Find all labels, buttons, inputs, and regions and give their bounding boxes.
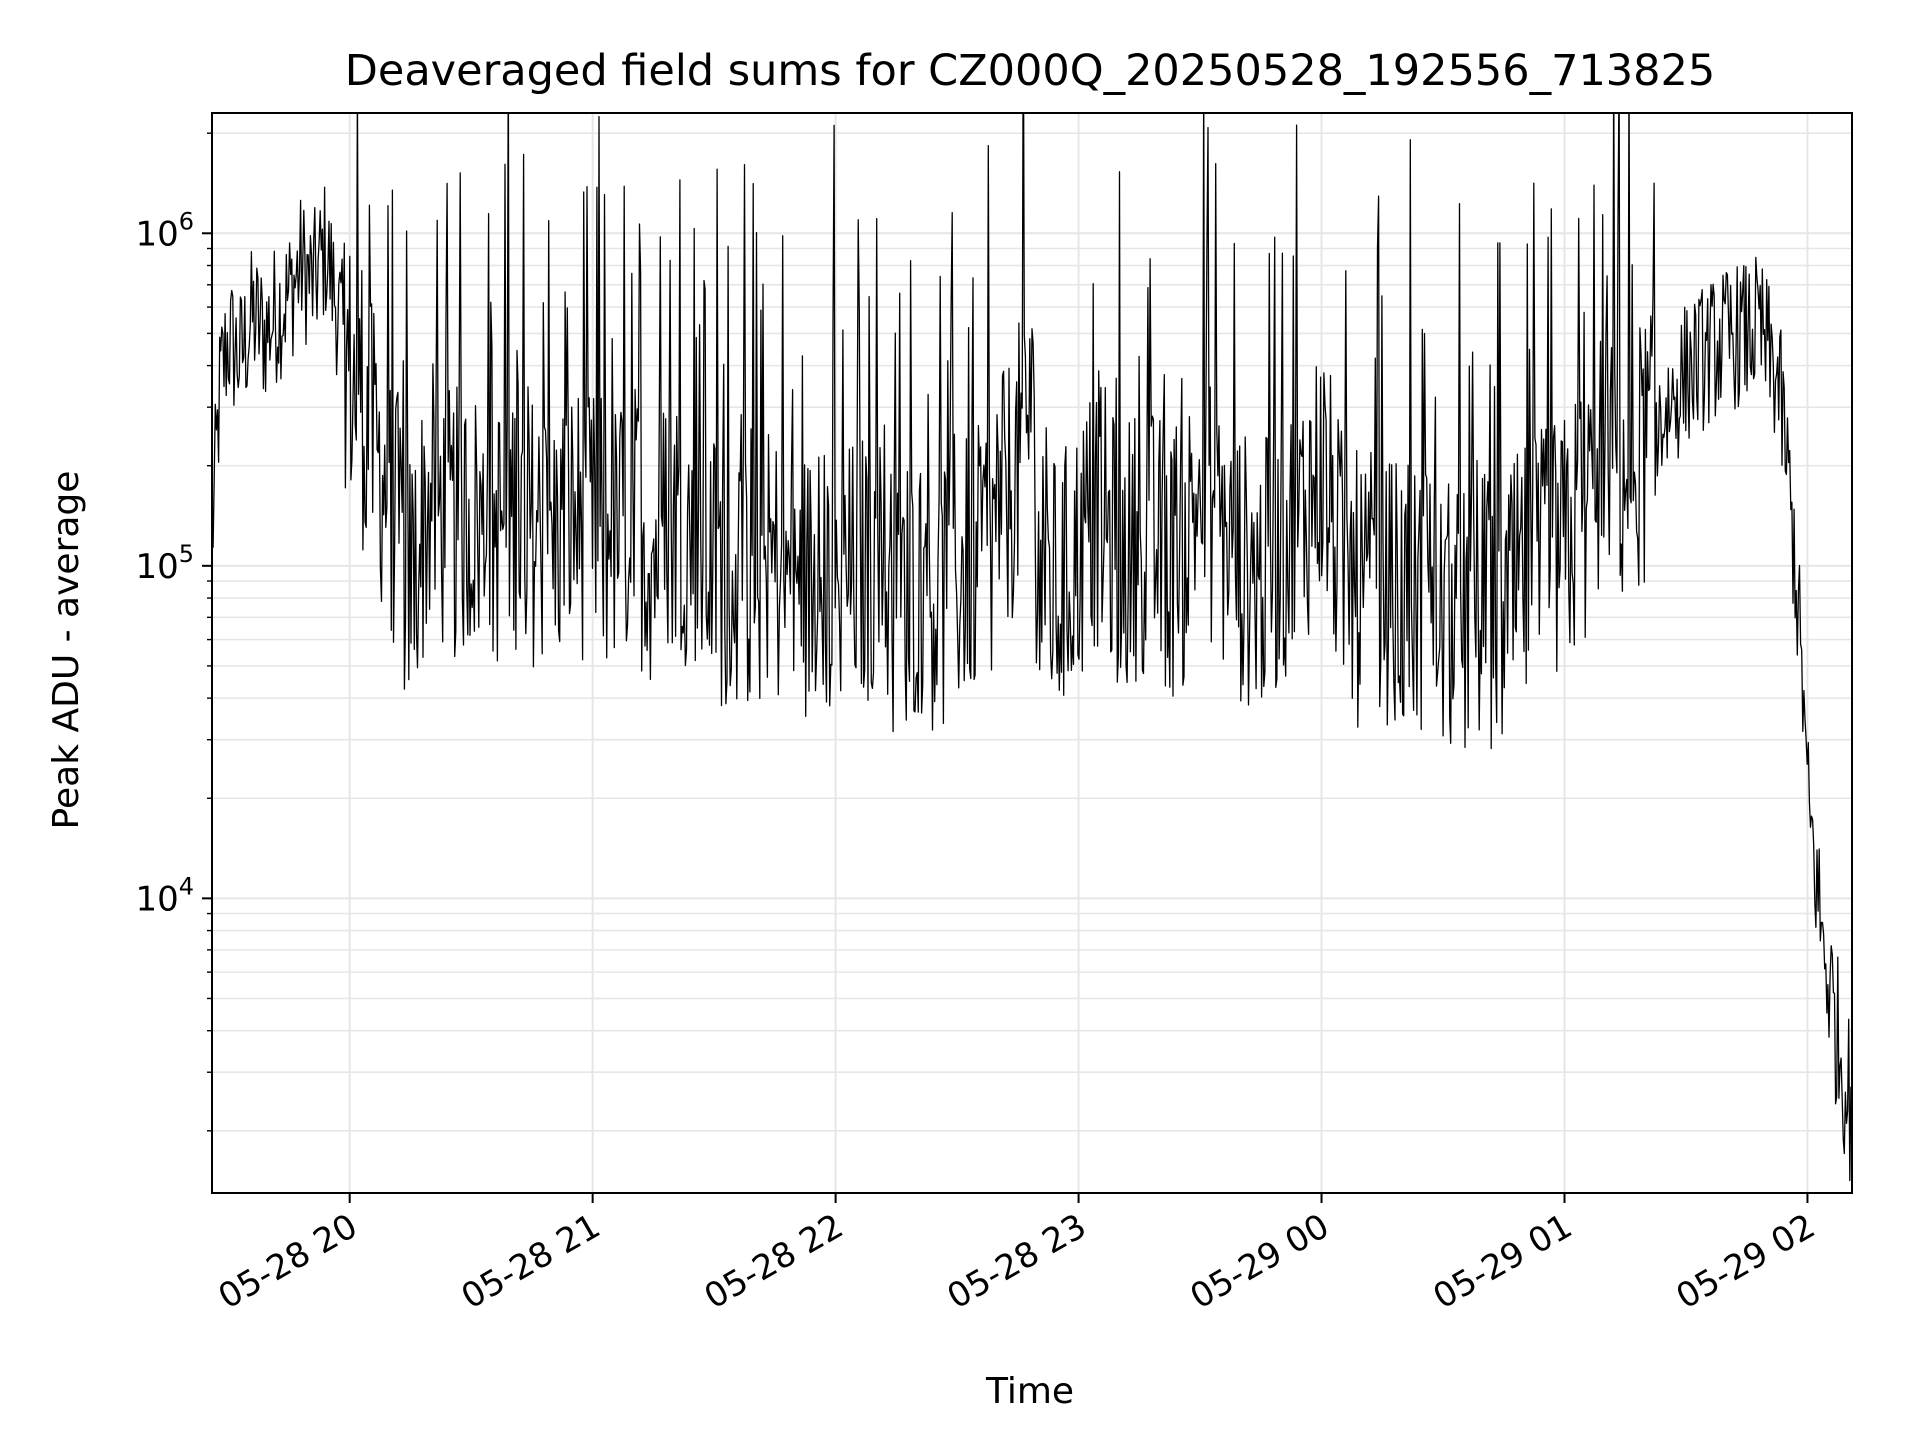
y-axis-title: Peak ADU - average: [46, 471, 87, 830]
plot-frame: [211, 112, 1853, 1194]
series-line: [212, 113, 1852, 1182]
series-layer: [212, 113, 1852, 1182]
y-axis: 104 105 106: [135, 132, 212, 1132]
y-tick-label: 106: [135, 207, 194, 254]
y-tick-label: 104: [135, 872, 194, 919]
y-tick-label: 105: [135, 540, 194, 587]
chart-title: Deaveraged field sums for CZ000Q_2025052…: [345, 46, 1715, 96]
x-axis-title: Time: [985, 1371, 1074, 1412]
